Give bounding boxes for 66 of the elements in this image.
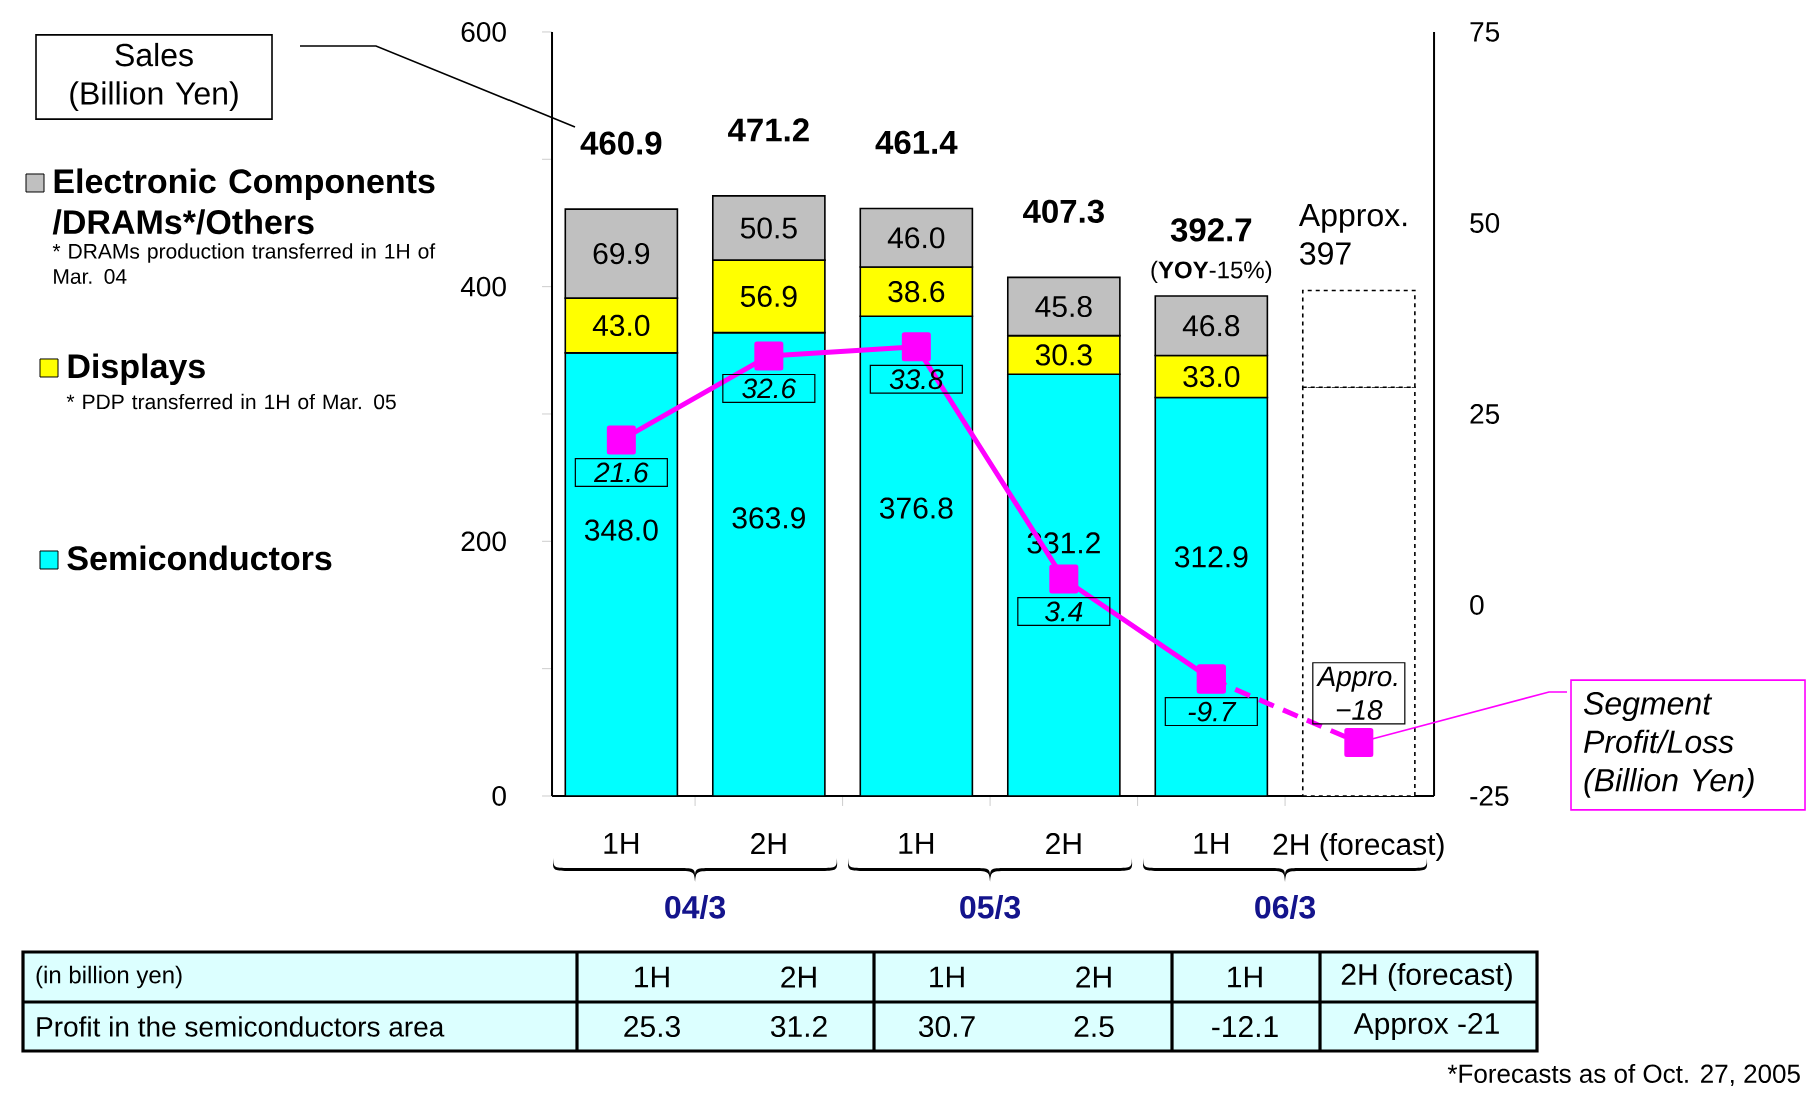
data-label: 50.5 [740,217,797,239]
text: Approx -21 [1353,1013,1499,1041]
category-label: 2H [1076,966,1111,988]
total-label: 460.9 [580,131,662,155]
data-label: 21.6 [593,462,649,483]
data-label: 56.9 [740,285,797,308]
data-label: 46.8 [1182,315,1240,337]
x-tick-label: 2H [751,833,786,855]
total-label: 407.3 [1023,199,1104,224]
text: Sales (Billion Yen) [70,43,238,112]
text: 04/3 [665,895,726,920]
text: Profit in the semiconductors area [37,1016,445,1037]
total-label: 471.2 [728,118,809,142]
y2-axis-title: Segment Profit/Loss (Billion Yen) [1583,692,1754,799]
y2-tick-label: 0 [1470,595,1484,616]
x-tick-label: 2H (forecast) [1273,833,1444,862]
data-label: 38.6 [888,281,945,303]
text: 2.5 [1074,1016,1114,1038]
x-tick-label: 1H [899,833,934,854]
y-tick-label: 200 [461,531,506,552]
data-label: 33.0 [1183,366,1240,388]
data-label: 46.0 [887,227,945,249]
total-label: Approx. 397 [1298,204,1407,265]
category-label: 2H (forecast) [1341,963,1512,992]
y-tick-label: 400 [460,276,506,297]
text: * DRAMs production transferred in 1H of Mar. 04 [52,243,436,285]
data-label: 3.4 [1045,601,1083,622]
data-label: 312.9 [1174,546,1248,568]
text: 06/3 [1255,895,1316,920]
text: *Forecasts as of Oct. 27, 2005 [1447,1064,1800,1087]
data-label: -9.7 [1188,701,1237,722]
text: 30.7 [918,1016,975,1038]
data-label: 30.3 [1035,344,1092,366]
x-tick-label: 1H [1194,833,1229,854]
legend-label: Displays [68,353,205,386]
text: * PDP transferred in 1H of Mar. 05 [66,394,396,410]
y2-tick-label: -25 [1470,786,1509,807]
data-label: 376.8 [879,497,953,519]
data-label: 363.9 [732,507,805,529]
category-label: 1H [1228,966,1262,988]
y2-tick-label: 25 [1470,404,1500,425]
x-tick-label: 1H [604,833,639,854]
y2-tick-label: 75 [1470,22,1500,42]
category-label: 1H [635,966,669,988]
y2-tick-label: 50 [1470,213,1500,234]
x-tick-label: 2H [1046,833,1081,855]
legend-label: Electronic Components /DRAMs*/Others [52,168,435,235]
text: 31.2 [770,1016,827,1038]
y-tick-label: 600 [461,22,506,43]
text: -12.1 [1212,1016,1278,1038]
legend-label: Semiconductors [67,545,332,571]
data-label: 69.9 [593,243,650,265]
total-label: 461.4 [875,130,958,155]
category-label: 2H [781,966,816,988]
total-label: 392.7 [1170,218,1252,242]
data-label: 348.0 [584,519,658,541]
data-label: 45.8 [1035,296,1092,318]
data-label: Appro. −18 [1316,666,1397,721]
data-label: 43.0 [592,315,650,337]
category-label: 1H [930,966,964,988]
data-label: 32.6 [742,378,797,399]
text: 05/3 [960,895,1021,920]
annotation: (YOY-15%) [1151,260,1272,284]
text: (in billion yen) [36,965,182,989]
y-tick-label: 0 [492,786,506,807]
text: 25.3 [624,1016,680,1038]
